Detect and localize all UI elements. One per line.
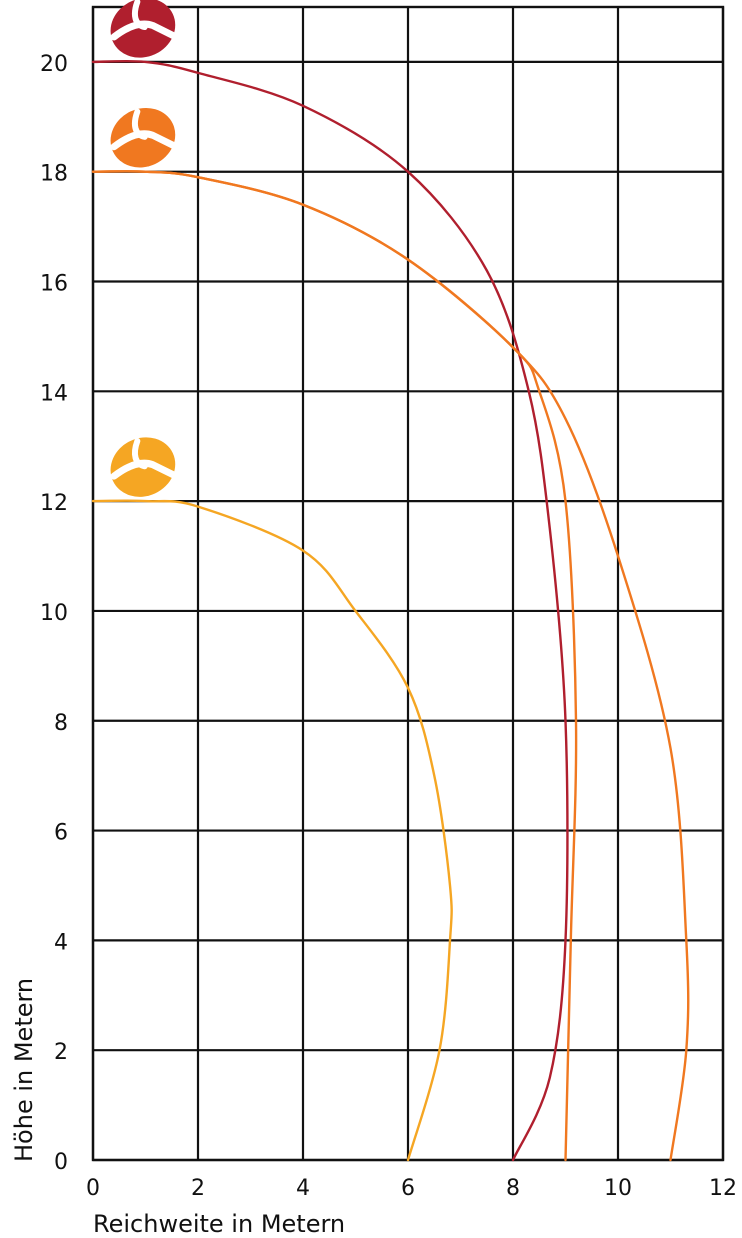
grid <box>91 5 725 1162</box>
x-tick-label: 4 <box>296 1176 310 1201</box>
y-tick-label: 6 <box>54 821 68 846</box>
logo-icon <box>110 437 180 497</box>
trajectory-line <box>91 499 453 1162</box>
x-tick-label: 0 <box>86 1176 100 1201</box>
x-tick-label: 12 <box>709 1176 737 1201</box>
y-tick-label: 16 <box>40 272 68 297</box>
x-axis-label: Reichweite in Metern <box>93 1210 345 1238</box>
trajectory-line <box>91 170 690 1162</box>
trajectory-curves <box>91 59 690 1162</box>
x-tick-label: 2 <box>191 1176 205 1201</box>
x-tick-label: 10 <box>604 1176 632 1201</box>
y-tick-label: 0 <box>54 1150 68 1175</box>
trajectory-line <box>91 59 569 1162</box>
logo-icons <box>110 0 180 497</box>
y-tick-label: 2 <box>54 1040 68 1065</box>
x-tick-label: 8 <box>506 1176 520 1201</box>
logo-icon <box>110 107 180 168</box>
x-tick-labels: 0 2 4 6 8 10 12 <box>86 1176 737 1201</box>
y-tick-label: 12 <box>40 491 68 516</box>
logo-icon <box>110 0 180 58</box>
y-tick-label: 20 <box>40 52 68 77</box>
y-tick-label: 8 <box>54 711 68 736</box>
trajectory-line <box>91 170 578 1162</box>
y-tick-labels: 0 2 4 6 8 10 12 14 16 18 20 <box>40 52 68 1175</box>
y-tick-label: 10 <box>40 601 68 626</box>
y-tick-label: 18 <box>40 162 68 187</box>
y-axis-label: Höhe in Metern <box>10 978 38 1162</box>
y-tick-label: 4 <box>54 930 68 955</box>
y-tick-label: 14 <box>40 381 68 406</box>
x-tick-label: 6 <box>401 1176 415 1201</box>
